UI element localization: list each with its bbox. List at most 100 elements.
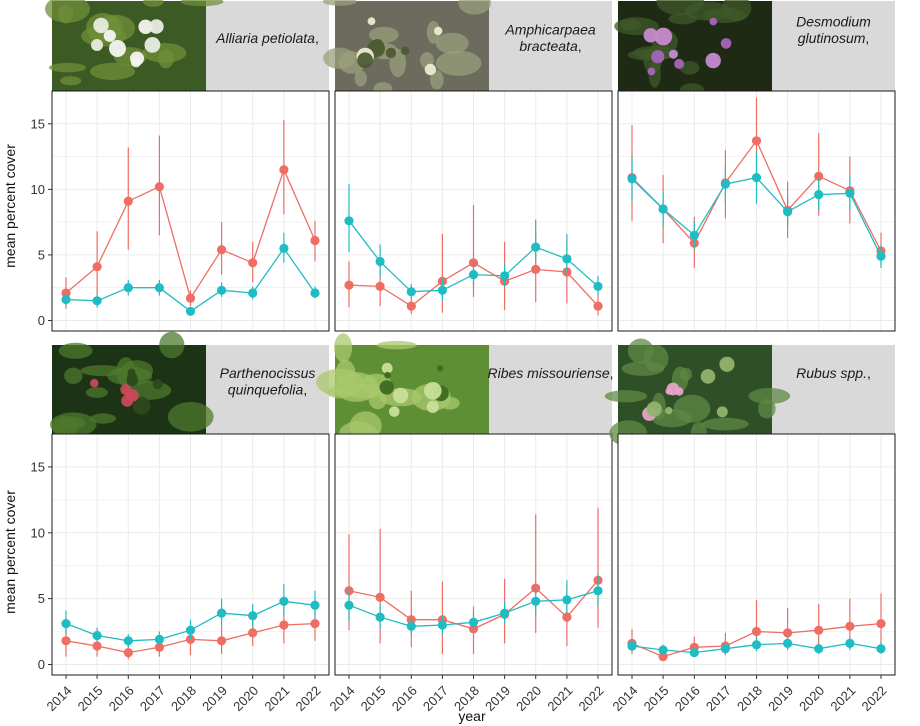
photo-leaf — [426, 20, 440, 44]
x-tick-label: 2022 — [575, 683, 606, 714]
data-point — [185, 293, 196, 303]
data-point — [375, 281, 385, 291]
data-point — [344, 600, 354, 610]
data-point — [531, 242, 541, 252]
data-point — [92, 630, 102, 641]
x-tick-label: 2014 — [43, 683, 74, 714]
facet-species-name: glutinosum, — [798, 30, 870, 46]
photo-flower — [705, 52, 721, 69]
facet-panel: Ribes missouriense,2014 2015 2016 2017 2018 2… — [316, 333, 614, 714]
data-point — [123, 196, 133, 206]
y-tick-label: 5 — [38, 591, 45, 606]
data-point — [783, 207, 793, 217]
photo-leaf — [346, 384, 383, 399]
data-point — [783, 638, 793, 649]
photo-leaf — [143, 0, 164, 7]
photo-leaf — [89, 62, 136, 80]
photo-flower — [436, 365, 444, 372]
photo-flower — [720, 38, 732, 49]
photo-leaf — [679, 61, 700, 75]
creeper-leaves-photo — [49, 331, 214, 439]
data-point — [783, 628, 793, 638]
species-italic: Alliaria petiolata — [215, 30, 315, 46]
data-point — [627, 174, 637, 184]
data-point — [814, 190, 824, 200]
data-point — [217, 608, 227, 618]
x-tick-label: 2017 — [137, 683, 168, 714]
photo-leaf — [369, 26, 399, 43]
data-point — [248, 288, 258, 298]
x-tick-label: 2016 — [672, 683, 703, 714]
photo-flower — [668, 49, 678, 59]
photo-leaf — [85, 387, 108, 398]
photo-flower — [675, 387, 684, 396]
photo-flower — [384, 371, 391, 379]
facet-species-name: Desmodium — [796, 13, 871, 29]
plot-frame — [334, 90, 613, 332]
data-point — [61, 619, 71, 629]
photo-flower — [91, 39, 103, 51]
photo-flower — [643, 28, 658, 43]
photo-leaf — [748, 388, 791, 404]
data-point — [689, 230, 699, 240]
species-comma: , — [303, 382, 307, 398]
y-tick-label: 15 — [31, 116, 45, 131]
x-tick-label: 2020 — [796, 683, 827, 714]
photo-flower — [90, 379, 99, 388]
photo-leaf — [758, 398, 776, 419]
data-point — [437, 285, 447, 295]
data-point — [593, 586, 603, 596]
data-point — [627, 641, 637, 651]
photo-flower — [400, 46, 410, 55]
species-italic: bracteata — [519, 38, 578, 54]
photo-flower — [647, 67, 656, 76]
data-point — [185, 625, 196, 635]
data-point — [61, 636, 71, 646]
y-axis-title-top: mean percent cover — [2, 144, 18, 268]
photo-flower — [434, 26, 443, 36]
data-point — [876, 619, 886, 629]
pink-flower-spike-photo — [614, 0, 772, 97]
photo-flower — [138, 19, 153, 34]
photo-leaf — [377, 340, 417, 350]
photo-flower — [109, 40, 126, 57]
white-flower-photo — [45, 0, 224, 91]
facet-panel: Rubus spp.,2014 2015 2016 2017 2018 2019 2020 2… — [604, 338, 896, 714]
plot-frame — [617, 90, 896, 332]
data-point — [658, 652, 668, 662]
data-point — [123, 636, 133, 646]
data-point — [437, 620, 447, 630]
photo-flower — [93, 17, 109, 34]
x-tick-label: 2014 — [609, 683, 640, 714]
photo-leaf — [159, 331, 185, 359]
photo-leaf — [45, 0, 90, 23]
data-point — [279, 620, 289, 630]
photo-leaf — [643, 344, 669, 372]
x-tick-label: 2018 — [734, 683, 765, 714]
photo-flower — [127, 368, 136, 377]
species-italic: Rubus spp. — [796, 365, 867, 381]
photo-leaf — [158, 49, 174, 69]
photo-leaf — [679, 367, 693, 381]
photo-flower — [719, 356, 735, 372]
species-italic: Ribes missouriense — [487, 365, 609, 381]
photo-leaf — [49, 412, 97, 437]
photo-flower — [126, 389, 139, 402]
data-point — [531, 264, 541, 274]
data-point — [217, 636, 227, 646]
photo-flower — [392, 387, 409, 404]
gooseberry-branch-photo — [316, 333, 489, 447]
facet-species-name: Amphicarpaea — [504, 22, 595, 38]
y-tick-label: 10 — [31, 525, 45, 540]
photo-leaf — [435, 50, 482, 76]
x-tick-label: 2018 — [168, 683, 199, 714]
data-point — [375, 256, 385, 267]
data-point — [279, 243, 289, 253]
photo-flower — [424, 63, 437, 76]
x-tick-label: 2015 — [75, 683, 106, 714]
photo-flower — [126, 374, 139, 387]
data-point — [593, 301, 603, 311]
raspberry-flower-photo — [604, 338, 791, 447]
photo-leaf — [64, 367, 83, 384]
